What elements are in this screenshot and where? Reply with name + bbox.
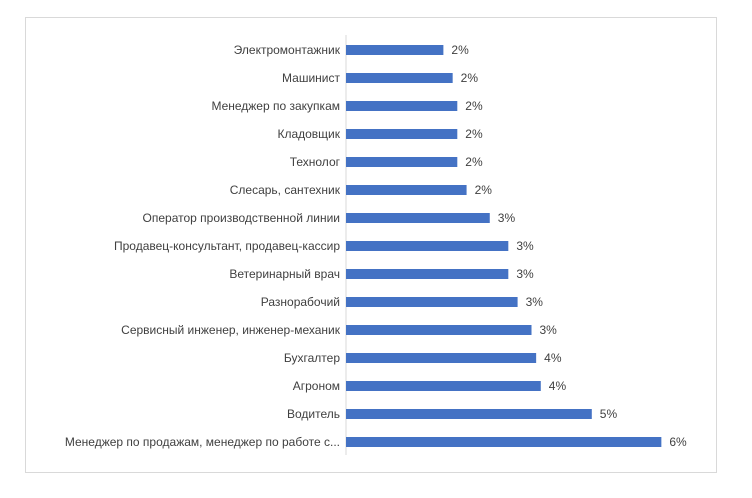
data-label: 2% <box>465 99 483 113</box>
category-label: Кладовщик <box>277 127 340 141</box>
category-label: Сервисный инженер, инженер-механик <box>121 323 341 337</box>
bar <box>346 325 532 335</box>
category-label: Разнорабочий <box>261 295 340 309</box>
bar <box>346 45 444 55</box>
category-label: Менеджер по закупкам <box>211 99 340 113</box>
category-label: Продавец-консультант, продавец-кассир <box>114 239 340 253</box>
category-label: Ветеринарный врач <box>229 267 340 281</box>
category-labels-group: Электромонтажник Машинист Менеджер по заку… <box>65 43 341 449</box>
category-label: Слесарь, сантехник <box>230 183 341 197</box>
data-label: 2% <box>461 71 479 85</box>
data-label: 3% <box>516 267 534 281</box>
bar <box>346 185 467 195</box>
bar <box>346 213 490 223</box>
data-label: 3% <box>516 239 534 253</box>
category-label: Электромонтажник <box>234 43 341 57</box>
bar <box>346 241 509 251</box>
bar <box>346 101 458 111</box>
data-label: 2% <box>465 155 483 169</box>
category-label: Технолог <box>290 155 341 169</box>
bar <box>346 297 518 307</box>
data-label: 3% <box>498 211 516 225</box>
bar-chart: Электромонтажник Машинист Менеджер по заку… <box>65 35 687 455</box>
bar <box>346 353 537 363</box>
category-label: Агроном <box>293 379 340 393</box>
data-label: 4% <box>544 351 562 365</box>
data-label: 5% <box>600 407 618 421</box>
category-label: Оператор производственной линии <box>143 211 340 225</box>
data-label: 4% <box>549 379 567 393</box>
bars-group <box>346 45 662 447</box>
bar <box>346 73 453 83</box>
category-label: Водитель <box>287 407 340 421</box>
data-label: 2% <box>475 183 493 197</box>
bar <box>346 381 541 391</box>
data-label: 2% <box>465 127 483 141</box>
data-label: 3% <box>540 323 558 337</box>
data-labels-group: 2%2%2%2%2%2%3%3%3%3%3%4%4%5%6% <box>451 43 687 449</box>
bar <box>346 269 509 279</box>
bar <box>346 129 458 139</box>
bar <box>346 157 458 167</box>
chart-area: Электромонтажник Машинист Менеджер по заку… <box>25 17 717 473</box>
data-label: 6% <box>669 435 687 449</box>
category-label: Менеджер по продажам, менеджер по работе… <box>65 435 340 449</box>
category-label: Бухгалтер <box>284 351 340 365</box>
data-label: 3% <box>526 295 544 309</box>
bar <box>346 409 592 419</box>
data-label: 2% <box>451 43 469 57</box>
category-label: Машинист <box>282 71 340 85</box>
bar <box>346 437 662 447</box>
